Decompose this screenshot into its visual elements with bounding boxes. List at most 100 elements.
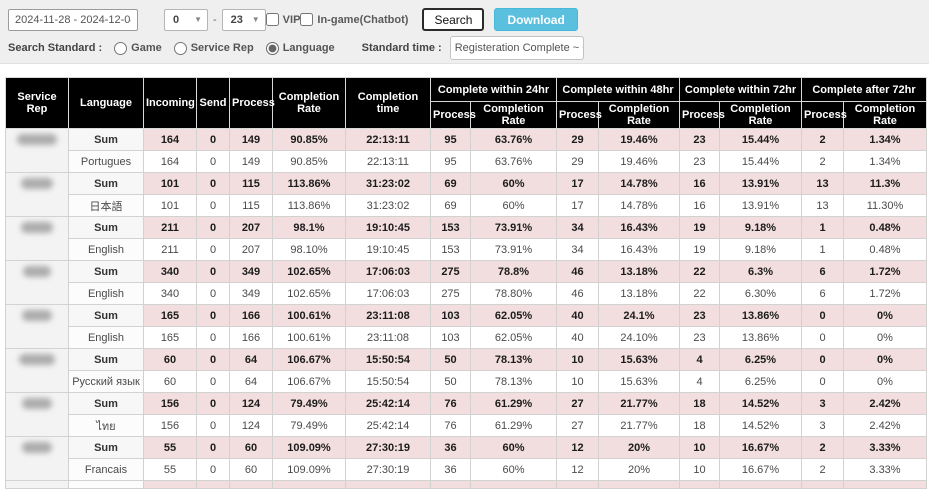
cell-completion-time: 19:10:45 <box>345 238 431 261</box>
cell-sum-after72-process: 3 <box>801 392 844 415</box>
cell-p72-process: 23 <box>679 150 720 173</box>
service-rep-cell <box>5 304 69 349</box>
table-row: English 340 0 349 102.65% 17:06:03 275 78.80% 46… <box>6 282 927 305</box>
download-button[interactable]: Download <box>494 8 578 31</box>
search-standard-row: Search Standard : Game Service Rep Langu… <box>8 36 584 60</box>
cell-process: 60 <box>229 458 273 481</box>
cell-send: 0 <box>196 194 230 217</box>
cell-sum-completion-time: 17:06:03 <box>345 260 431 283</box>
cell-sum-process: 115 <box>229 172 273 195</box>
cell-p48-rate: 15.63% <box>598 370 680 393</box>
cell-sum-p24-process: 76 <box>430 392 471 415</box>
col-header-send: Send <box>196 77 230 129</box>
cell-sum-p48-process: 46 <box>556 260 599 283</box>
date-range-input[interactable] <box>8 8 138 31</box>
search-button[interactable]: Search <box>422 8 485 31</box>
redacted-service-rep-name <box>22 310 52 321</box>
cell-p72-process: 18 <box>679 414 720 437</box>
cell-sum-completion-time: 25:42:14 <box>345 392 431 415</box>
hour-from-select[interactable]: 0 ▼ <box>164 8 208 31</box>
cell-sum-after72-process: 0 <box>801 304 844 327</box>
standard-time-select[interactable]: Registeration Complete ~ Cer <box>449 36 584 60</box>
language-cell: Francais <box>68 458 144 481</box>
cell-sum-p24-rate: 78.13% <box>470 348 557 371</box>
radio-language-input[interactable] <box>265 41 279 55</box>
language-cell: English <box>68 326 144 349</box>
cell-completion-rate: 90.85% <box>272 150 346 173</box>
cell-incoming: 101 <box>143 194 197 217</box>
cell-completion-rate: 102.65% <box>272 282 346 305</box>
cell-sum-completion-rate: 113.86% <box>272 172 346 195</box>
cell-sum-p48-rate: 24.1% <box>598 304 680 327</box>
cell-sum-send: 0 <box>196 436 230 459</box>
cell-incoming: 55 <box>143 458 197 481</box>
cell-sum-p48-rate: 19.46% <box>598 128 680 151</box>
cell-p48-rate: 14.78% <box>598 194 680 217</box>
cell-completion-time: 15:50:54 <box>345 370 431 393</box>
cell-sum-send: 0 <box>196 304 230 327</box>
col-header-incoming: Incoming <box>143 77 197 129</box>
table-row: Sum 211 0 207 98.1% 19:10:45 153 73.91% 34 16.43%… <box>5 216 927 261</box>
cell-p72-rate: 13.91% <box>719 194 802 217</box>
cell-after72-process: 2 <box>801 458 844 481</box>
cell-sum-p24-process: 36 <box>430 436 471 459</box>
cell-sum-p24-process: 69 <box>430 172 471 195</box>
cell-completion-rate: 79.49% <box>272 414 346 437</box>
cell-sum-p72-process: 19 <box>679 216 720 239</box>
hour-to-select[interactable]: 23 ▼ <box>221 8 266 31</box>
cell-sum-p72-process: 18 <box>679 392 720 415</box>
table-row: Sum 101 0 115 113.86% 31:23:02 69 60% 17 14.78% 16… <box>5 172 927 217</box>
cell-p48-process: 12 <box>556 458 599 481</box>
radio-language[interactable]: Language <box>265 41 335 55</box>
vip-checkbox[interactable] <box>265 13 279 26</box>
search-standard-label: Search Standard : <box>8 42 103 54</box>
cell-p48-process: 34 <box>556 238 599 261</box>
radio-game[interactable]: Game <box>114 41 162 55</box>
language-cell: Русский язык <box>68 370 144 393</box>
cell-sum-incoming: 164 <box>143 128 197 151</box>
cell-sum-process: 149 <box>229 128 273 151</box>
cell-p24-rate: 78.13% <box>470 370 557 393</box>
cell-p24-process: 95 <box>430 150 471 173</box>
table-row: Sum 165 0 166 100.61% 23:11:08 103 62.05% 40 24.1… <box>5 304 927 349</box>
cell-after72-process <box>801 480 844 489</box>
cell-sum-p24-rate: 61.29% <box>470 392 557 415</box>
cell-p24-rate: 60% <box>470 194 557 217</box>
cell-process: 124 <box>229 414 273 437</box>
cell-sum-p24-rate: 63.76% <box>470 128 557 151</box>
cell-sum-process: 166 <box>229 304 273 327</box>
radio-service-rep-input[interactable] <box>173 41 187 55</box>
radio-game-label: Game <box>131 42 162 54</box>
cell-p48-rate: 16.43% <box>598 238 680 261</box>
cell-send: 0 <box>196 238 230 261</box>
cell-p24-process: 275 <box>430 282 471 305</box>
cell-send: 0 <box>196 282 230 305</box>
cell-after72-process: 3 <box>801 414 844 437</box>
ingame-chatbot-label: In-game(Chatbot) <box>317 13 409 26</box>
cell-p72-rate: 14.52% <box>719 414 802 437</box>
report-table-header: Service Rep Language Incoming Send Proce… <box>5 77 927 129</box>
cell-send: 0 <box>196 458 230 481</box>
cell-p24-rate: 63.76% <box>470 150 557 173</box>
cell-p48-rate: 24.10% <box>598 326 680 349</box>
col-group-within-48hr: Complete within 48hr <box>556 77 680 102</box>
cell-sum-completion-time: 23:11:08 <box>345 304 431 327</box>
cell-p72-process: 23 <box>679 326 720 349</box>
radio-service-rep[interactable]: Service Rep <box>173 41 254 55</box>
sum-label-cell: Sum <box>68 436 144 459</box>
cell-sum-p72-rate: 14.52% <box>719 392 802 415</box>
subcol-after72hr-rate: Completion Rate <box>843 101 927 129</box>
language-cell: 日本語 <box>68 194 144 217</box>
ingame-chatbot-checkbox[interactable] <box>300 13 314 26</box>
report-table-body: Sum 164 0 149 90.85% 22:13:11 95 63.76% 29 19.46%… <box>5 128 927 489</box>
cell-p72-process: 19 <box>679 238 720 261</box>
cell-p48-process: 27 <box>556 414 599 437</box>
cell-p72-process: 16 <box>679 194 720 217</box>
cell-sum-completion-time: 22:13:11 <box>345 128 431 151</box>
cell-sum-after72-process: 6 <box>801 260 844 283</box>
radio-game-input[interactable] <box>114 41 128 55</box>
table-row: Sum 156 0 124 79.49% 25:42:14 76 61.29% 27 21.77%… <box>5 392 927 437</box>
cell-sum-send: 0 <box>196 172 230 195</box>
cell-sum-incoming: 156 <box>143 392 197 415</box>
cell-completion-time: 17:06:03 <box>345 282 431 305</box>
